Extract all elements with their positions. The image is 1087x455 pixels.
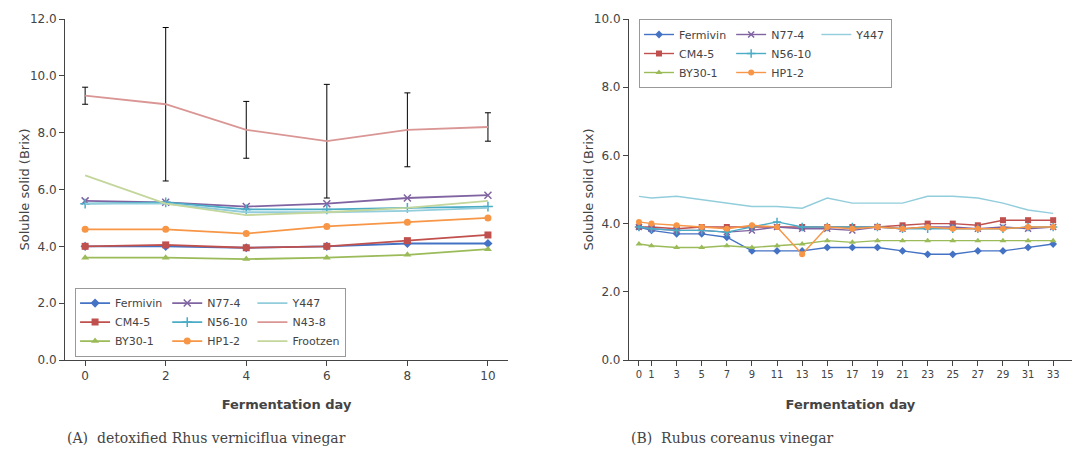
- svg-text:12.0: 12.0: [30, 12, 57, 26]
- svg-text:Soluble solid (Brix): Soluble solid (Brix): [17, 128, 32, 250]
- svg-text:25: 25: [946, 369, 959, 380]
- svg-text:1: 1: [648, 369, 654, 380]
- svg-text:31: 31: [1022, 369, 1035, 380]
- svg-text:N56-10: N56-10: [207, 316, 247, 329]
- svg-text:17: 17: [846, 369, 859, 380]
- svg-text:0.0: 0.0: [38, 353, 57, 367]
- svg-text:3: 3: [673, 369, 679, 380]
- svg-text:BY30-1: BY30-1: [115, 335, 154, 348]
- svg-text:10: 10: [480, 369, 495, 383]
- svg-text:0.0: 0.0: [601, 353, 620, 367]
- svg-text:4: 4: [242, 369, 250, 383]
- svg-text:11: 11: [771, 369, 784, 380]
- svg-text:HP1-2: HP1-2: [771, 67, 804, 80]
- svg-text:Y447: Y447: [855, 29, 884, 42]
- svg-text:6.0: 6.0: [38, 183, 57, 197]
- svg-text:23: 23: [921, 369, 934, 380]
- svg-text:21: 21: [896, 369, 909, 380]
- svg-text:10.0: 10.0: [30, 69, 57, 83]
- svg-text:5: 5: [699, 369, 705, 380]
- svg-text:6: 6: [323, 369, 331, 383]
- svg-text:6.0: 6.0: [601, 149, 620, 163]
- svg-text:Fermivin: Fermivin: [115, 297, 162, 310]
- svg-text:8.0: 8.0: [38, 126, 57, 140]
- svg-text:8: 8: [404, 369, 412, 383]
- svg-text:BY30-1: BY30-1: [679, 67, 718, 80]
- svg-text:CM4-5: CM4-5: [115, 316, 150, 329]
- svg-text:2: 2: [162, 369, 170, 383]
- svg-text:CM4-5: CM4-5: [679, 48, 714, 61]
- svg-text:27: 27: [971, 369, 984, 380]
- svg-text:Frootzen: Frootzen: [292, 335, 339, 348]
- svg-text:N77-4: N77-4: [771, 29, 804, 42]
- svg-text:0: 0: [636, 369, 642, 380]
- svg-text:Fermentation day: Fermentation day: [786, 397, 916, 412]
- svg-text:7: 7: [724, 369, 730, 380]
- svg-text:Y447: Y447: [291, 297, 320, 310]
- svg-text:4.0: 4.0: [601, 217, 620, 231]
- svg-text:19: 19: [871, 369, 884, 380]
- svg-text:8.0: 8.0: [601, 80, 620, 94]
- svg-text:4.0: 4.0: [38, 240, 57, 254]
- svg-text:Fermivin: Fermivin: [679, 29, 726, 42]
- svg-text:N43-8: N43-8: [292, 316, 325, 329]
- svg-text:N77-4: N77-4: [207, 297, 240, 310]
- svg-text:(B) Rubus coreanus vinegar: (B) Rubus coreanus vinegar: [631, 430, 834, 446]
- svg-text:Fermentation day: Fermentation day: [222, 397, 352, 412]
- svg-text:13: 13: [796, 369, 809, 380]
- svg-text:N56-10: N56-10: [771, 48, 811, 61]
- svg-text:0: 0: [81, 369, 89, 383]
- svg-text:15: 15: [821, 369, 834, 380]
- svg-text:2.0: 2.0: [38, 296, 57, 310]
- svg-text:HP1-2: HP1-2: [207, 335, 240, 348]
- svg-text:2.0: 2.0: [601, 285, 620, 299]
- svg-text:(A) detoxified Rhus vernicifl: (A) detoxified Rhus verniciflua vinegar: [67, 430, 346, 446]
- svg-text:9: 9: [749, 369, 755, 380]
- svg-text:10.0: 10.0: [594, 12, 621, 26]
- svg-text:33: 33: [1047, 369, 1060, 380]
- svg-text:Soluble solid (Brix): Soluble solid (Brix): [581, 128, 596, 250]
- svg-text:29: 29: [997, 369, 1010, 380]
